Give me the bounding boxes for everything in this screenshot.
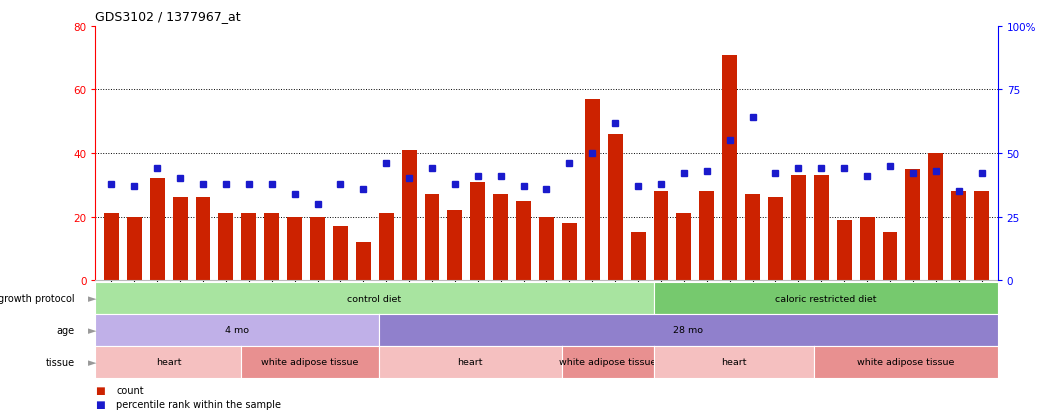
Bar [814,176,829,280]
Bar [585,100,599,280]
Text: count: count [116,385,144,395]
Bar [149,179,165,280]
Bar [562,223,577,280]
Bar [974,192,989,280]
Text: 28 mo: 28 mo [673,326,703,335]
Bar [127,217,142,280]
Text: ►: ► [88,293,96,304]
Bar [722,55,737,280]
Text: caloric restricted diet: caloric restricted diet [775,294,876,303]
Bar [630,233,646,280]
Bar [219,214,233,280]
Bar [768,198,783,280]
Bar [471,182,485,280]
Bar [516,201,531,280]
Bar [791,176,806,280]
Text: ►: ► [88,325,96,335]
Bar [882,233,897,280]
Bar [928,154,944,280]
Bar [746,195,760,280]
Text: white adipose tissue: white adipose tissue [261,358,359,366]
Bar [608,135,622,280]
Bar [676,214,692,280]
Text: control diet: control diet [347,294,401,303]
Bar [905,169,920,280]
Bar [173,198,188,280]
Bar [287,217,302,280]
Bar [837,220,851,280]
Bar [447,211,463,280]
Bar [104,214,119,280]
Text: ■: ■ [95,399,105,409]
Bar [494,195,508,280]
Bar [401,150,417,280]
Bar [264,214,279,280]
Text: heart: heart [457,358,483,366]
Text: ■: ■ [95,385,105,395]
Bar [951,192,966,280]
Bar [356,242,371,280]
Text: growth protocol: growth protocol [0,293,75,304]
Bar [379,214,394,280]
Text: white adipose tissue: white adipose tissue [559,358,656,366]
Bar [310,217,325,280]
Bar [539,217,554,280]
Bar [424,195,440,280]
Text: 4 mo: 4 mo [225,326,249,335]
Text: age: age [57,325,75,335]
Text: white adipose tissue: white adipose tissue [857,358,954,366]
Text: heart: heart [156,358,181,366]
Bar [860,217,874,280]
Bar [699,192,714,280]
Bar [196,198,211,280]
Text: GDS3102 / 1377967_at: GDS3102 / 1377967_at [95,10,241,23]
Bar [333,227,347,280]
Text: tissue: tissue [46,357,75,367]
Bar [653,192,669,280]
Text: ►: ► [88,357,96,367]
Text: percentile rank within the sample: percentile rank within the sample [116,399,281,409]
Bar [242,214,256,280]
Text: heart: heart [721,358,747,366]
